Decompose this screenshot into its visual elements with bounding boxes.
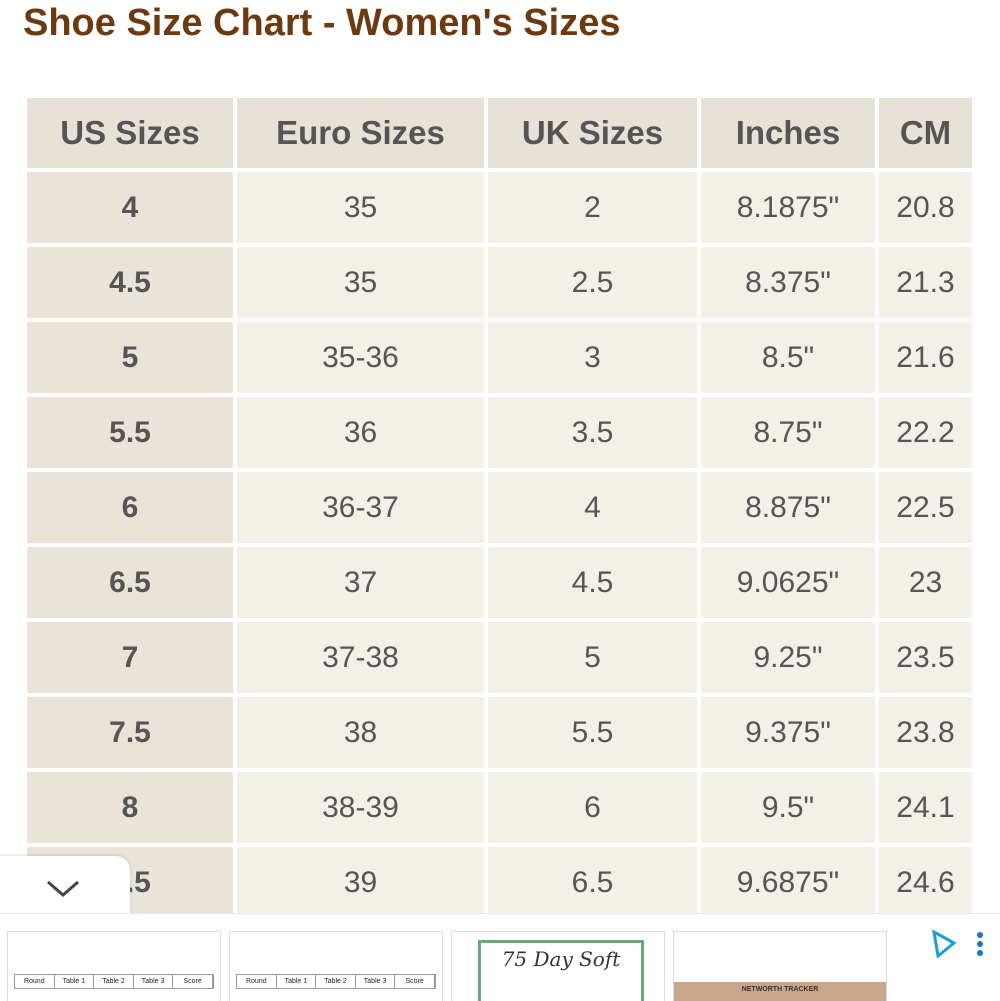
table-cell: 3	[488, 322, 697, 393]
mini-header-cell: Score	[173, 975, 213, 988]
mini-header-cell: Table 2	[94, 975, 134, 988]
table-cell: 5.5	[27, 397, 233, 468]
table-cell: 20.8	[879, 172, 972, 243]
ad-card[interactable]: Round Table 1 Table 2 Table 3 Score	[229, 931, 443, 1001]
table-cell: 23.8	[879, 697, 972, 768]
table-cell: 6	[488, 772, 697, 843]
mini-header-cell: Table 2	[316, 975, 356, 988]
ad-banner	[674, 982, 886, 1001]
table-cell: 5.5	[488, 697, 697, 768]
chevron-icon	[47, 880, 79, 897]
column-header: Euro Sizes	[237, 98, 484, 168]
ad-card[interactable]: 75 Day Soft	[451, 931, 665, 1001]
mini-table-header: Round Table 1 Table 2 Table 3 Score	[14, 974, 214, 989]
table-cell: 4.5	[27, 247, 233, 318]
table-cell: 3.5	[488, 397, 697, 468]
table-cell: 8.75"	[701, 397, 875, 468]
ad-card[interactable]: Round Table 1 Table 2 Table 3 Score	[7, 931, 221, 1001]
table-cell: 8.1875"	[701, 172, 875, 243]
mini-header-cell: Table 1	[55, 975, 95, 988]
mini-header-cell: Round	[15, 975, 55, 988]
table-cell: 5	[488, 622, 697, 693]
table-cell: 22.2	[879, 397, 972, 468]
mini-table-header: Round Table 1 Table 2 Table 3 Score	[236, 974, 436, 989]
mini-header-cell: Score	[395, 975, 435, 988]
table-cell: 35	[237, 172, 484, 243]
mini-header-cell: Table 3	[134, 975, 174, 988]
table-cell: 9.0625"	[701, 547, 875, 618]
column-header: Inches	[701, 98, 875, 168]
table-cell: 24.1	[879, 772, 972, 843]
column-header: CM	[879, 98, 972, 168]
table-cell: 7	[27, 622, 233, 693]
table-cell: 23.5	[879, 622, 972, 693]
table-cell: 37-38	[237, 622, 484, 693]
table-cell: 4	[488, 472, 697, 543]
table-cell: 8.375"	[701, 247, 875, 318]
mini-header-cell: Table 1	[277, 975, 317, 988]
table-cell: 4.5	[488, 547, 697, 618]
ad-preview: 75 Day Soft	[478, 940, 644, 1001]
table-cell: 8.875"	[701, 472, 875, 543]
table-cell: 35-36	[237, 322, 484, 393]
table-cell: 38	[237, 697, 484, 768]
table-cell: 6	[27, 472, 233, 543]
table-cell: 39	[237, 847, 484, 918]
table-cell: 4	[27, 172, 233, 243]
table-cell: 5	[27, 322, 233, 393]
ad-title: NETWORTH TRACKER	[741, 986, 819, 993]
column-header: US Sizes	[27, 98, 233, 168]
ad-bar: Round Table 1 Table 2 Table 3 Score Round Tabl…	[0, 913, 1000, 1001]
ad-card[interactable]: NETWORTH TRACKER	[673, 931, 887, 1001]
table-cell: 36-37	[237, 472, 484, 543]
table-cell: 21.3	[879, 247, 972, 318]
table-cell: 6.5	[488, 847, 697, 918]
table-cell: 21.6	[879, 322, 972, 393]
table-cell: 6.5	[27, 547, 233, 618]
table-cell: 9.5"	[701, 772, 875, 843]
table-cell: 2	[488, 172, 697, 243]
table-cell: 9.25"	[701, 622, 875, 693]
table-cell: 38-39	[237, 772, 484, 843]
table-cell: 37	[237, 547, 484, 618]
table-cell: 35	[237, 247, 484, 318]
mini-header-cell: Round	[237, 975, 277, 988]
table-cell: 7.5	[27, 697, 233, 768]
ad-title: 75 Day Soft	[501, 947, 621, 971]
table-cell: 22.5	[879, 472, 972, 543]
table-cell: 36	[237, 397, 484, 468]
table-cell: 9.6875"	[701, 847, 875, 918]
table-cell: 8	[27, 772, 233, 843]
table-cell: 2.5	[488, 247, 697, 318]
mini-header-cell: Table 3	[356, 975, 396, 988]
page-title: Shoe Size Chart - Women's Sizes	[23, 2, 621, 44]
ad-icons	[932, 929, 983, 959]
table-cell: 9.375"	[701, 697, 875, 768]
column-header: UK Sizes	[488, 98, 697, 168]
table-cell: 23	[879, 547, 972, 618]
collapse-button[interactable]	[0, 856, 130, 916]
table-cell: 24.6	[879, 847, 972, 918]
table-cell: 8.5"	[701, 322, 875, 393]
